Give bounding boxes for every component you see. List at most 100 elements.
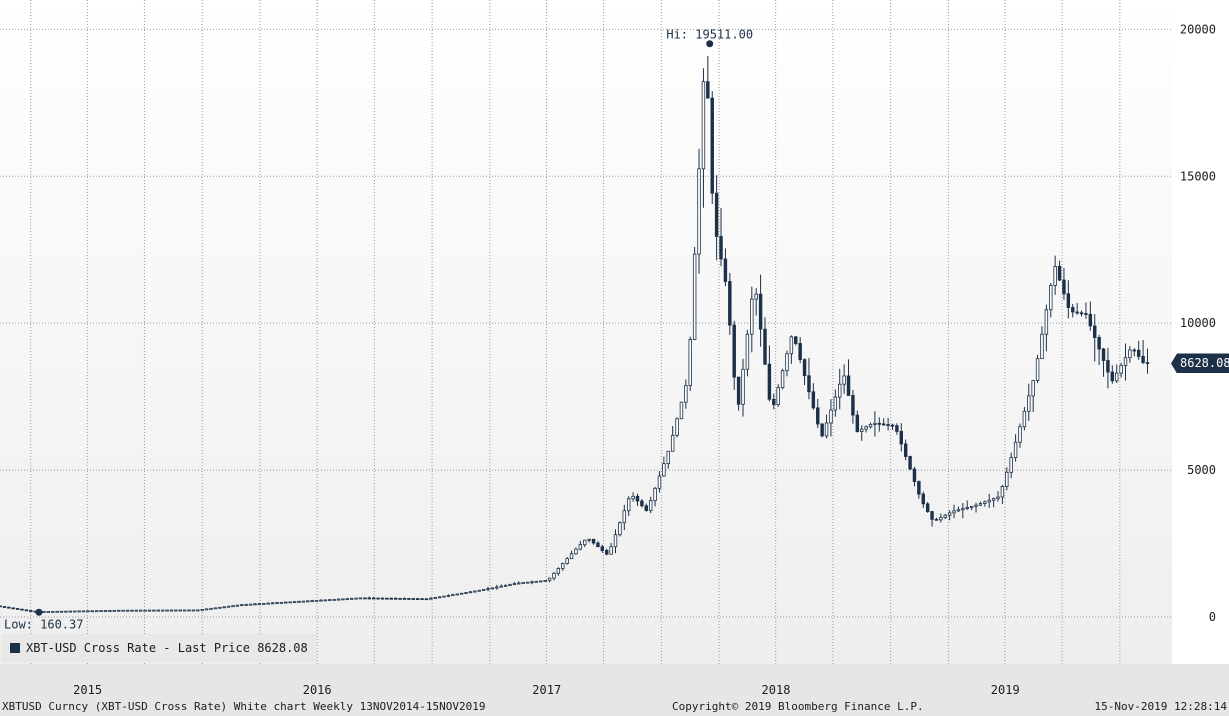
candle-body [679, 401, 684, 420]
candle-body [1097, 337, 1101, 350]
candle-body [73, 610, 77, 613]
candle-body [1123, 357, 1128, 366]
candle-body [1114, 372, 1119, 382]
candle-body [714, 192, 719, 237]
candle-body [420, 598, 424, 601]
candle-body [763, 328, 767, 365]
x-tick-label: 2019 [991, 683, 1020, 697]
candle-body [143, 609, 147, 612]
y-tick-label: 15000 [1180, 169, 1216, 183]
candle-body [1005, 471, 1009, 487]
candle-body [785, 353, 789, 372]
candle-body [20, 608, 24, 611]
candle-body [583, 539, 587, 546]
y-tick-label: 5000 [1187, 463, 1216, 477]
candle-body [917, 481, 921, 495]
legend-swatch [10, 643, 20, 653]
candle-body [200, 609, 204, 611]
candle-body [437, 596, 442, 599]
candle-body [297, 600, 301, 603]
candle-body [824, 422, 829, 437]
candle-body [666, 450, 670, 465]
candle-body [587, 538, 591, 541]
y-tick-label: 20000 [1180, 22, 1216, 36]
candle-body [1027, 395, 1031, 412]
candle-body [969, 505, 974, 508]
footer-copyright: Copyright© 2019 Bloomberg Finance L.P. [672, 700, 924, 713]
candle-body [648, 500, 653, 511]
candle-body [306, 600, 310, 603]
x-axis-ticks: 2015 2016 2017 2018 2019 [73, 683, 1020, 697]
candle-body [376, 597, 380, 600]
candle-body [486, 588, 490, 591]
candle-body [943, 514, 947, 518]
candle-body [442, 595, 446, 598]
candle-body [495, 586, 499, 589]
candle-body [736, 376, 741, 405]
candle-body [525, 581, 530, 584]
candle-body [55, 610, 59, 613]
candle-body [103, 610, 108, 612]
candle-body [1022, 410, 1027, 428]
candle-body [561, 563, 565, 569]
candle-body [279, 601, 284, 604]
candle-body [899, 430, 904, 445]
candle-body [794, 336, 798, 344]
candle-body [257, 603, 262, 606]
candle-body [156, 609, 160, 612]
candle-body [890, 424, 895, 427]
last-price-tag: 8628.08 [1171, 353, 1229, 374]
candle-body [174, 609, 178, 612]
last-price-value: 8628.08 [1180, 356, 1229, 371]
candle-body [288, 601, 292, 604]
candle-body [134, 609, 139, 612]
candle-body [956, 509, 961, 512]
candle-body [270, 602, 275, 605]
candle-body [1049, 284, 1053, 311]
candle-body [90, 610, 95, 613]
candle-body [1084, 313, 1088, 315]
candle-body [77, 610, 81, 613]
candle-body [380, 597, 385, 600]
candle-body [772, 398, 776, 405]
candle-body [758, 293, 763, 330]
candle-body [1071, 307, 1075, 313]
candle-body [961, 508, 965, 511]
candle-body [95, 610, 99, 613]
candle-body [424, 598, 429, 601]
candle-body [160, 609, 165, 612]
candle-body [741, 368, 745, 405]
candle-body [332, 598, 336, 601]
candle-body [789, 336, 794, 355]
candle-body [393, 597, 398, 600]
candle-body [767, 363, 772, 400]
candle-body [833, 396, 838, 411]
candle-body [838, 383, 842, 398]
candle-body [543, 580, 547, 582]
candle-body [556, 568, 561, 574]
low-marker [35, 608, 43, 616]
candle-body [191, 609, 196, 612]
candle-body [196, 609, 200, 612]
candle-body [451, 594, 455, 597]
candle-body [459, 592, 464, 595]
chart-legend[interactable]: XBT-USD Cross Rate - Last Price 8628.08 [2, 634, 316, 662]
candle-body [248, 603, 253, 606]
x-tick-label: 2015 [73, 683, 102, 697]
candle-body [930, 511, 934, 520]
candle-body [358, 597, 363, 600]
plot-area [0, 0, 1172, 664]
candle-body [7, 606, 11, 609]
candle-body [345, 598, 350, 601]
candle-body [829, 409, 833, 424]
candle-body [662, 463, 666, 477]
candle-body [481, 589, 486, 591]
candle-body [385, 597, 389, 600]
candle-body [473, 590, 477, 593]
candle-body [354, 597, 358, 600]
candle-body [389, 597, 394, 600]
candle-body [745, 333, 750, 370]
high-label: Hi: 19511.00 [666, 28, 753, 42]
